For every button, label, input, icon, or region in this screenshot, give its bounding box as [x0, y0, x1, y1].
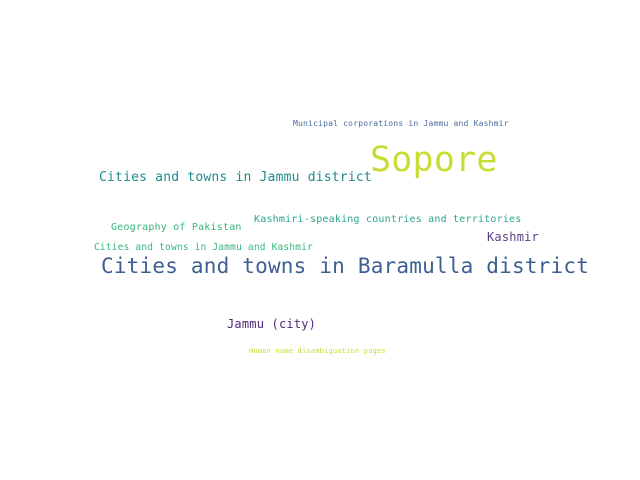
word-cities-jammu-district: Cities and towns in Jammu district: [99, 170, 372, 185]
word-kashmir: Kashmir: [487, 230, 539, 244]
word-jammu-city: Jammu (city): [227, 317, 317, 331]
word-sopore: Sopore: [370, 140, 498, 180]
word-cities-jammu-kashmir: Cities and towns in Jammu and Kashmir: [94, 242, 314, 253]
word-municipal-corporations: Municipal corporations in Jammu and Kash…: [293, 119, 509, 128]
word-cities-baramulla: Cities and towns in Baramulla district: [101, 254, 590, 278]
word-kashmiri-speaking: Kashmiri-speaking countries and territor…: [254, 214, 522, 225]
word-human-name-disambiguation: Human name disambiguation pages: [249, 347, 386, 355]
word-geography-pakistan: Geography of Pakistan: [111, 222, 242, 233]
